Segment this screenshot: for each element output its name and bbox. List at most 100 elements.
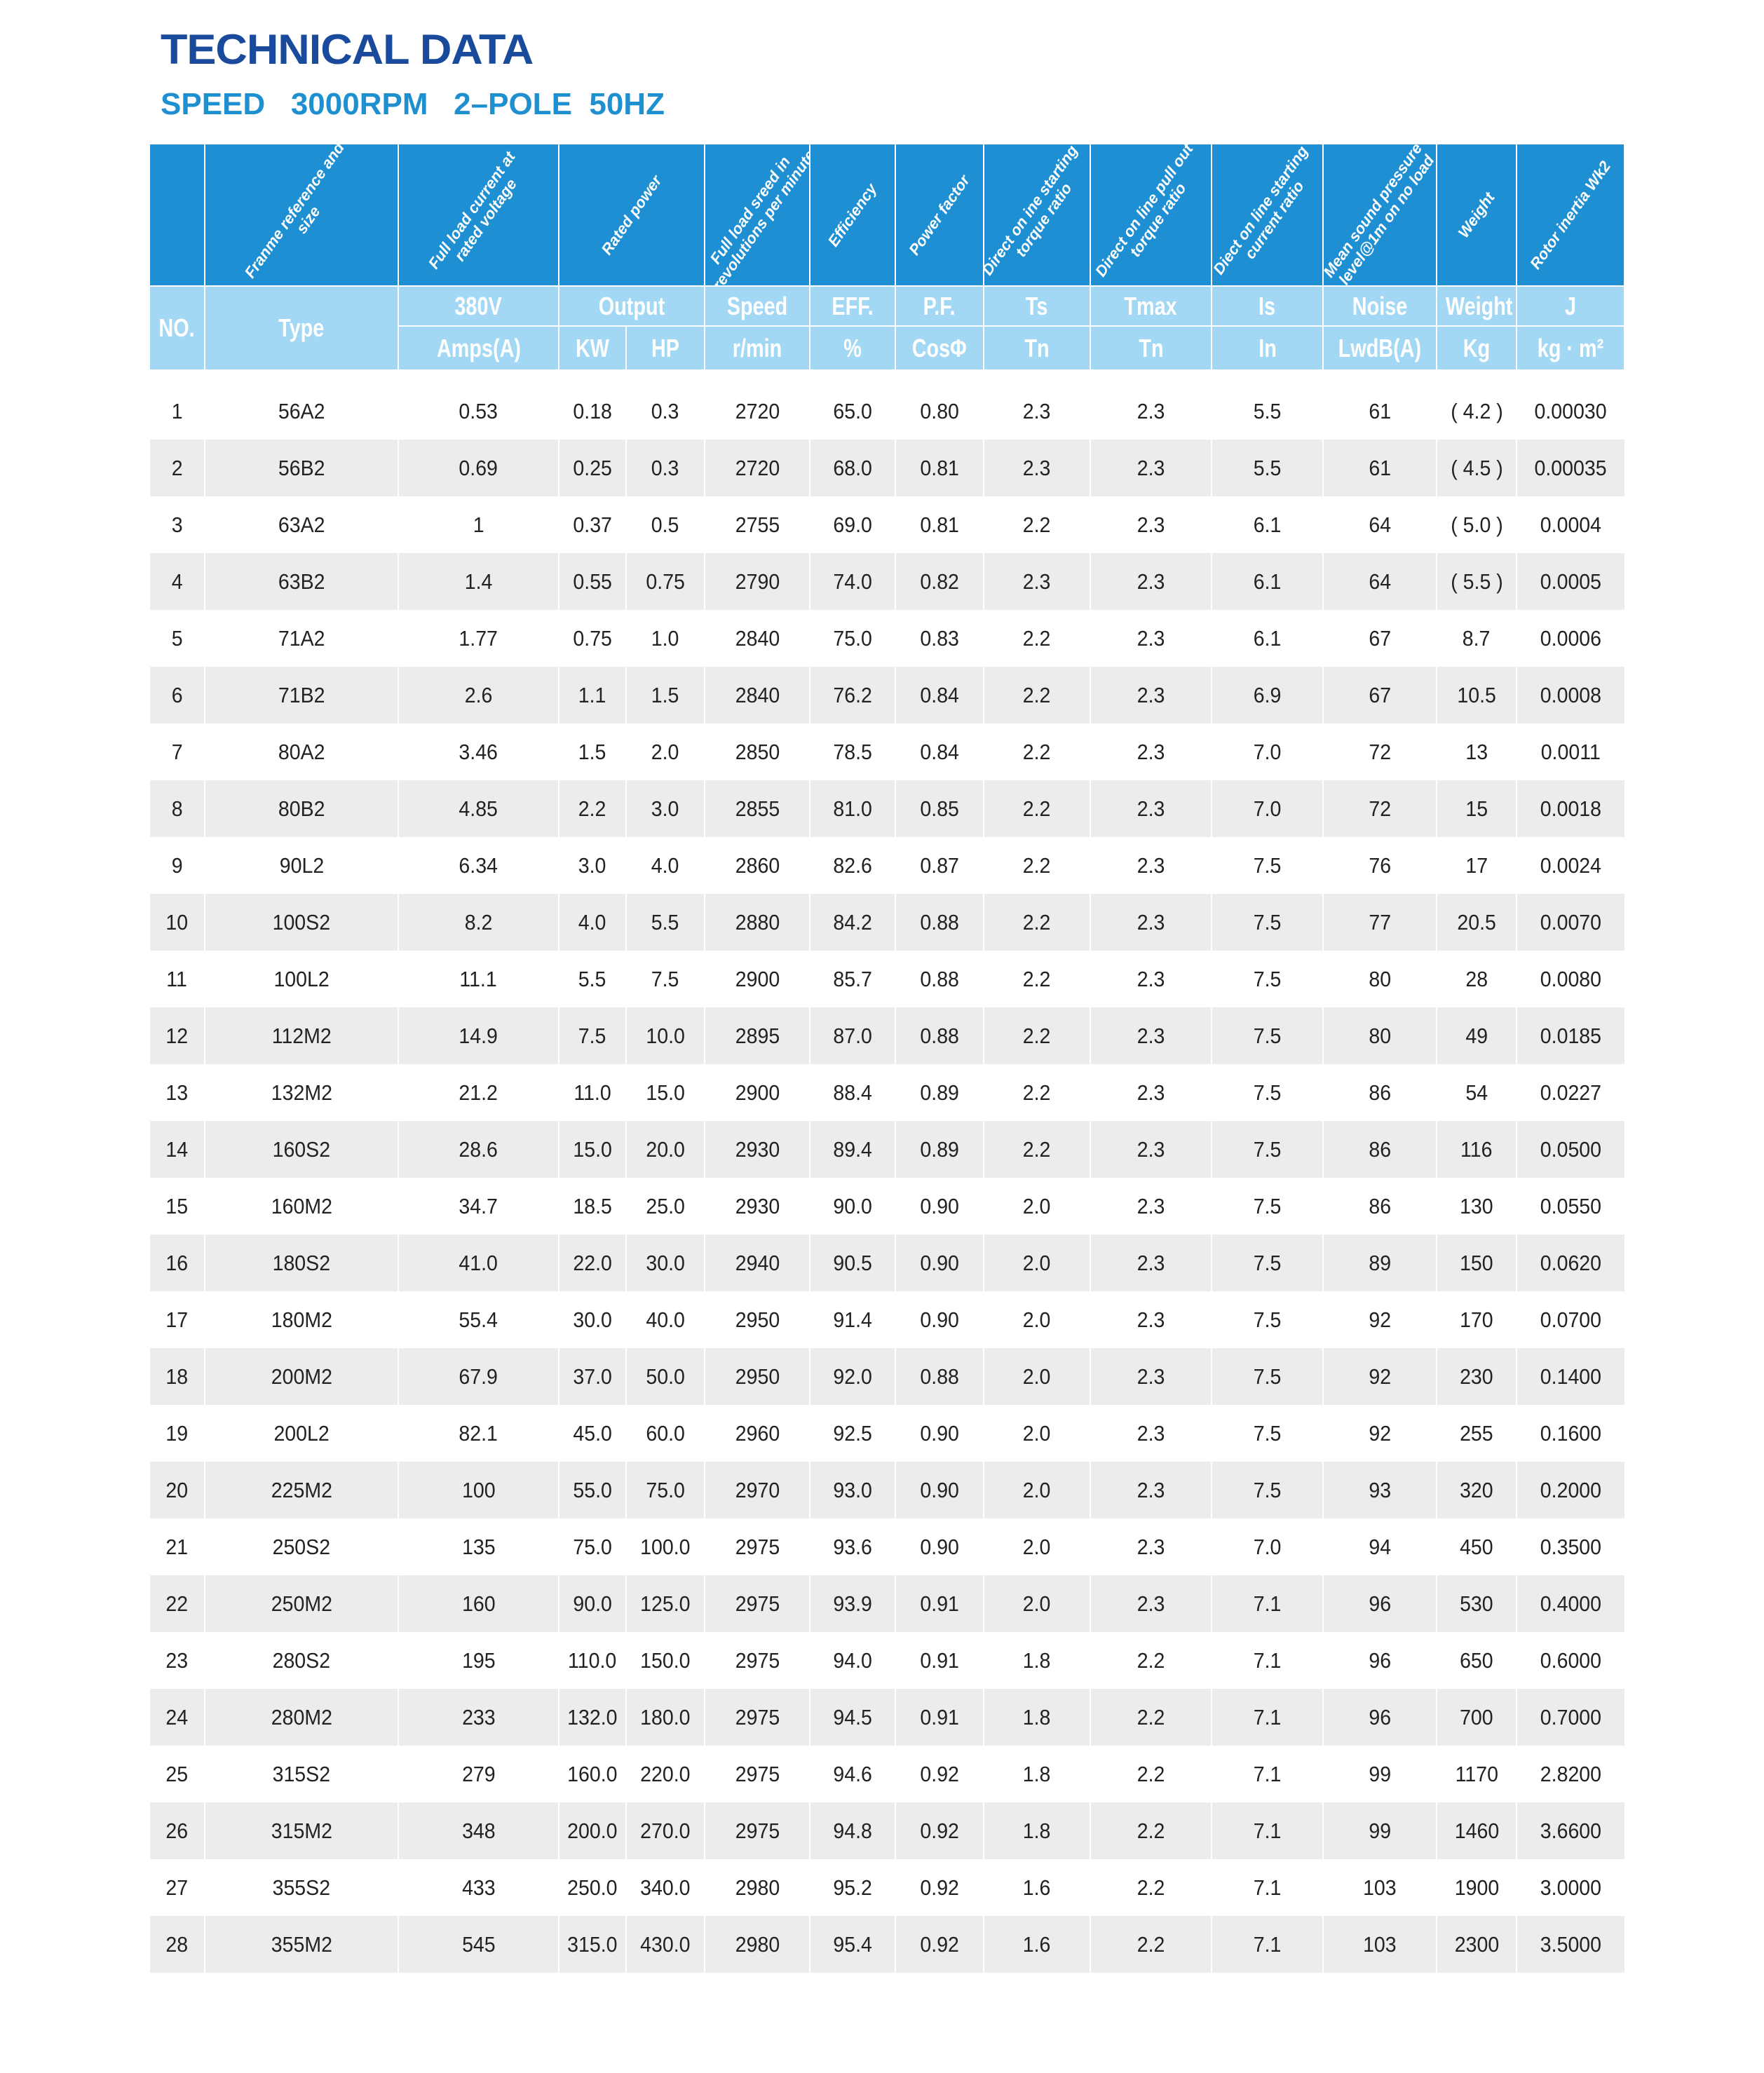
table-cell: 7.5 xyxy=(1211,1064,1323,1121)
table-cell: 2.3 xyxy=(1090,1178,1212,1235)
table-cell: 0.83 xyxy=(895,610,984,667)
table-cell: 94.0 xyxy=(809,1632,895,1689)
table-cell: 2.3 xyxy=(1090,837,1212,894)
table-cell: 2.0 xyxy=(983,1518,1090,1575)
table-cell: 4 xyxy=(149,553,205,610)
table-cell: 279 xyxy=(398,1746,559,1802)
table-cell: 92 xyxy=(1322,1291,1437,1348)
table-cell: 10.0 xyxy=(625,1007,705,1064)
table-cell: 8.7 xyxy=(1436,610,1517,667)
table-cell: 2.3 xyxy=(1090,1462,1212,1518)
table-cell: 2.3 xyxy=(1090,1518,1212,1575)
table-cell: 0.0620 xyxy=(1516,1235,1624,1291)
table-cell: 6 xyxy=(149,667,205,723)
table-cell: 7.5 xyxy=(558,1007,626,1064)
table-cell: 90.5 xyxy=(809,1235,895,1291)
table-cell: 0.4000 xyxy=(1516,1575,1624,1632)
table-cell: 94.6 xyxy=(809,1746,895,1802)
table-cell: 0.00035 xyxy=(1516,440,1624,496)
table-cell: 7.1 xyxy=(1211,1575,1323,1632)
table-cell: 0.0005 xyxy=(1516,553,1624,610)
table-cell: 7.0 xyxy=(1211,1518,1323,1575)
table-cell: ( 5.0 ) xyxy=(1436,496,1517,553)
table-cell: 1460 xyxy=(1436,1802,1517,1859)
table-cell: 7.5 xyxy=(1211,1462,1323,1518)
table-row: 1 56A2 0.53 0.18 0.3 2720 65.0 0.80 2.3 2.3 5.5 61(… xyxy=(149,383,1624,440)
table-cell: 92 xyxy=(1322,1348,1437,1405)
table-cell: 87.0 xyxy=(809,1007,895,1064)
table-cell: 81.0 xyxy=(809,780,895,837)
table-cell: 7.5 xyxy=(1211,1121,1323,1178)
table-cell: 116 xyxy=(1436,1121,1517,1178)
table-cell: 13 xyxy=(149,1064,205,1121)
table-cell: 2.3 xyxy=(1090,1575,1212,1632)
table-cell: 1.1 xyxy=(558,667,626,723)
table-cell: 21.2 xyxy=(398,1064,559,1121)
table-cell: 92.0 xyxy=(809,1348,895,1405)
table-cell: 61 xyxy=(1322,383,1437,440)
header-no: NO. xyxy=(149,285,205,371)
table-cell: 22 xyxy=(149,1575,205,1632)
table-cell: 7.5 xyxy=(1211,894,1323,951)
table-cell: 0.81 xyxy=(895,440,984,496)
table-cell: 80 xyxy=(1322,951,1437,1007)
table-cell: 0.89 xyxy=(895,1064,984,1121)
table-cell: 355M2 xyxy=(204,1916,398,1973)
table-cell: 2880 xyxy=(704,894,810,951)
table-cell: 2.3 xyxy=(1090,1007,1212,1064)
table-cell: 150 xyxy=(1436,1235,1517,1291)
table-cell: 2.0 xyxy=(983,1235,1090,1291)
table-row: 7 80A2 3.46 1.5 2.0 2850 78.5 0.84 2.2 2.3 7.0 72 13… xyxy=(149,723,1624,780)
table-cell: 0.1400 xyxy=(1516,1348,1624,1405)
technical-data-table: Franme reference and size Full load curre… xyxy=(149,144,1625,1973)
table-cell: 71B2 xyxy=(204,667,398,723)
table-cell: 250S2 xyxy=(204,1518,398,1575)
table-cell: 2.6 xyxy=(398,667,559,723)
header-description: Efficiency xyxy=(809,144,896,286)
unit-eff: % xyxy=(809,325,896,371)
table-cell: 700 xyxy=(1436,1689,1517,1746)
table-cell: 0.89 xyxy=(895,1121,984,1178)
table-cell: 25.0 xyxy=(625,1178,705,1235)
table-cell: 26 xyxy=(149,1802,205,1859)
table-cell: 2975 xyxy=(704,1632,810,1689)
table-cell: 0.90 xyxy=(895,1178,984,1235)
table-cell: 132M2 xyxy=(204,1064,398,1121)
header-description: Full load current at rated voltage xyxy=(398,144,559,286)
header-description-row: Franme reference and size Full load curre… xyxy=(149,144,1625,286)
table-cell: 3.0000 xyxy=(1516,1859,1624,1916)
unit-speed: r/min xyxy=(704,325,810,371)
table-cell: 0.6000 xyxy=(1516,1632,1624,1689)
table-cell: 20 xyxy=(149,1462,205,1518)
header-description-text xyxy=(151,146,203,284)
header-description: Rotor inertia Wk2 xyxy=(1516,144,1625,286)
table-cell: 0.88 xyxy=(895,1348,984,1405)
table-cell: 270.0 xyxy=(625,1802,705,1859)
table-cell: 0.92 xyxy=(895,1802,984,1859)
table-cell: 95.4 xyxy=(809,1916,895,1973)
table-cell: 233 xyxy=(398,1689,559,1746)
table-cell: 0.80 xyxy=(895,383,984,440)
table-cell: 280S2 xyxy=(204,1632,398,1689)
table-cell: 0.84 xyxy=(895,667,984,723)
table-cell: 92 xyxy=(1322,1405,1437,1462)
table-cell: 41.0 xyxy=(398,1235,559,1291)
header-pf: P.F. xyxy=(895,285,984,327)
header-description-text: Efficiency xyxy=(824,179,881,250)
table-cell: 2.0 xyxy=(983,1405,1090,1462)
table-cell: 4.85 xyxy=(398,780,559,837)
table-cell: 5 xyxy=(149,610,205,667)
table-cell: 94.5 xyxy=(809,1689,895,1746)
table-cell: 2.2 xyxy=(983,951,1090,1007)
header-description-text: Power factor xyxy=(905,171,974,258)
table-cell: 75.0 xyxy=(558,1518,626,1575)
table-cell: 80B2 xyxy=(204,780,398,837)
table-cell: 0.69 xyxy=(398,440,559,496)
table-cell: 37.0 xyxy=(558,1348,626,1405)
table-row: 8 80B2 4.85 2.2 3.0 2855 81.0 0.85 2.2 2.3 7.0 72 15… xyxy=(149,780,1624,837)
table-cell: 430.0 xyxy=(625,1916,705,1973)
table-cell: 180S2 xyxy=(204,1235,398,1291)
table-cell: 7.5 xyxy=(1211,1291,1323,1348)
unit-weight: Kg xyxy=(1436,325,1517,371)
table-cell: 0.91 xyxy=(895,1632,984,1689)
